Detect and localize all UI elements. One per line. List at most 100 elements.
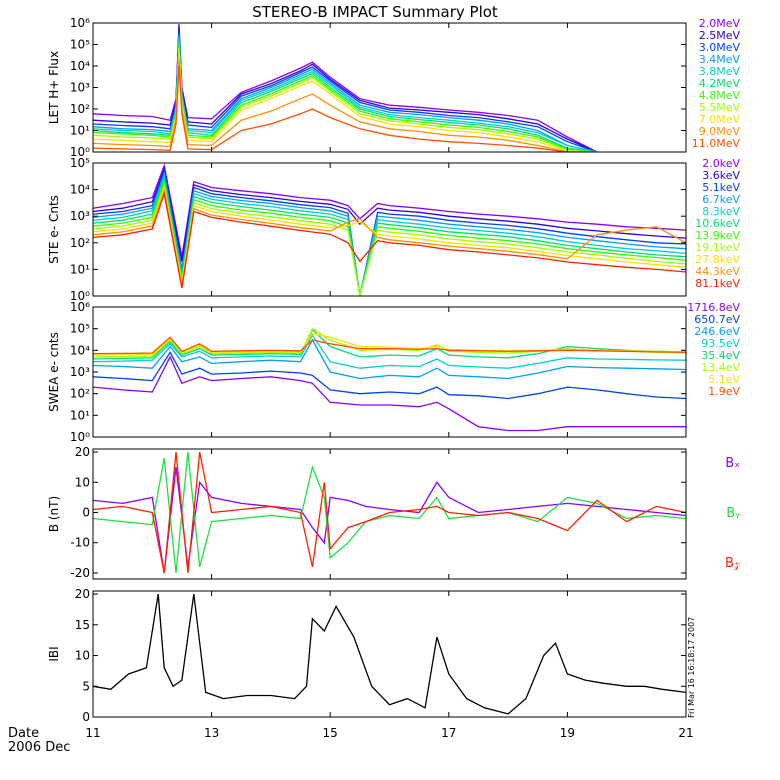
series-group [93,23,598,152]
x-tick-label: 13 [204,726,219,740]
panel-frame [92,162,687,297]
series-line-4 [93,333,686,369]
series-line-2 [93,26,598,152]
legend-entry: 2.0keV [702,157,740,170]
legend-entry: 35.4eV [701,349,740,362]
y-tick-label: 5 [82,679,90,693]
x-axis-tick-labels: 11 13 15 17 19 21 [85,726,693,740]
legend-entry: 27.8keV [695,253,740,266]
legend-entry: 5.5MeV [699,101,741,114]
series-line-2 [93,166,686,262]
y-tick-label: 10⁵ [70,322,90,336]
series-line-9 [93,53,598,152]
y-axis-label: SWEA e- cnts [47,332,61,412]
y-axis-label: B (nT) [47,496,61,532]
series-line-8 [93,336,686,355]
series-line-1 [93,355,686,432]
y-tick-label: 10² [70,387,90,401]
panel-5: 0 5 10 15 20 IBI [47,587,687,724]
legend-entry: Bₓ [725,456,740,471]
y-tick-label: 10⁶ [70,16,90,30]
series-line-11 [93,191,686,289]
y-axis-label: LET H+ Flux [47,51,61,124]
y-tick-label: 10³ [70,209,90,223]
series-line-9 [93,187,686,284]
plot-title: STEREO-B IMPACT Summary Plot [252,3,498,21]
legend-entry: 3.4MeV [699,53,741,66]
legend-entry: 11.0MeV [692,137,741,150]
legend-entry: Bᵧ [726,506,740,521]
series-group [93,593,686,715]
legend-entry: 13.9keV [695,229,740,242]
y-tick-label: 0 [82,710,90,724]
legend-entry: 44.3keV [695,265,740,278]
y-tick-label: 10 [75,649,90,663]
legend-entry: 1.9eV [708,385,740,398]
x-tick-label: 15 [323,726,338,740]
y-tick-label: 10⁴ [70,183,90,197]
panel-frame [92,590,687,718]
series-group [93,327,686,432]
legend-entry: 19.1keV [695,241,740,254]
date-value: 2006 Dec [8,740,70,755]
y-tick-label: 10⁴ [70,343,90,357]
series-line-11 [93,65,597,152]
y-tick-label: 0 [82,505,90,519]
series-line-7 [93,332,686,356]
series-line-3 [93,451,686,574]
series-line-5 [93,328,686,360]
legend-entry: 3.6keV [702,169,740,182]
series-group [93,451,686,574]
y-tick-label: 10³ [70,365,90,379]
legend-entry: 7.0MeV [699,113,741,126]
legend-entry: 81.1keV [695,277,740,290]
x-tick-label: 19 [560,726,575,740]
legend-entry: 6.7keV [702,193,740,206]
y-tick-label: 10² [70,102,90,116]
y-tick-label: 10 [75,475,90,489]
y-tick-label: 10¹ [70,262,90,276]
panel-4: -20 -10 0 10 20 B (nT) Bₓ Bᵧ B𝓏 [47,445,740,580]
y-tick-label: 10⁵ [70,156,90,170]
panel-frame [92,306,687,438]
y-tick-label: 20 [75,587,90,601]
legend-entry: 2.5MeV [699,29,741,42]
legend-entry: 8.3keV [702,205,740,218]
series-group [93,163,686,296]
panel-1: 10⁰ 10¹ 10² 10³ 10⁴ 10⁵ 10⁶ LET H+ Flux 2.0MeV2.… [47,16,740,159]
y-tick-label: 10⁵ [70,38,90,52]
legend-entry: 4.8MeV [699,89,741,102]
panel-3: 10⁰ 10¹ 10² 10³ 10⁴ 10⁵ 10⁶ SWEA e- cnts 1716.8e… [47,300,740,444]
y-tick-label: 10⁰ [70,289,90,303]
y-tick-label: 20 [75,445,90,459]
y-tick-label: 10⁴ [70,59,90,73]
legend-entry: 13.4eV [701,361,740,374]
series-line-3 [93,338,686,380]
legend-entry: 10.6keV [695,217,740,230]
y-tick-label: -20 [70,566,90,580]
legend-entry: B𝓏 [725,556,740,571]
y-axis-label: STE e- Cnts [47,195,61,264]
series-line-2 [93,351,686,400]
legend-entry: 3.8MeV [699,65,741,78]
legend-entry: 93.5eV [701,337,740,350]
y-tick-label: 10⁶ [70,300,90,314]
legend-entry: 5.1keV [702,181,740,194]
panel-2: 10⁰ 10¹ 10² 10³ 10⁴ 10⁵ STE e- Cnts 2.0keV3.6ke… [47,156,740,303]
series-line-1 [93,23,598,152]
series-line-6 [93,327,686,358]
legend-entry: 2.0MeV [699,17,741,30]
y-tick-label: 10¹ [70,124,90,138]
x-tick-label: 11 [85,726,100,740]
series-line-1 [93,467,686,574]
y-tick-label: 10³ [70,81,90,95]
legend-entry: 246.6eV [694,325,740,338]
date-label: Date [8,726,39,741]
y-tick-label: 10⁰ [70,145,90,159]
legend-entry: 3.0MeV [699,41,741,54]
legend-entry: 1716.8eV [687,301,740,314]
y-tick-label: 10² [70,236,90,250]
legend-entry: 4.2MeV [699,77,741,90]
